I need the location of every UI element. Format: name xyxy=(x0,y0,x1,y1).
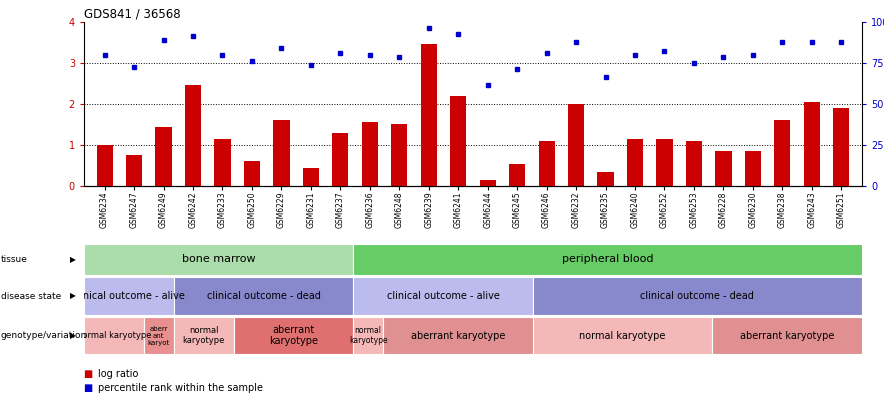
Bar xyxy=(715,151,732,186)
Bar xyxy=(215,139,231,186)
Text: clinical outcome - dead: clinical outcome - dead xyxy=(640,291,754,301)
Bar xyxy=(144,317,174,354)
Bar xyxy=(354,277,533,315)
Bar xyxy=(84,317,144,354)
Text: clinical outcome - alive: clinical outcome - alive xyxy=(72,291,186,301)
Bar xyxy=(450,96,467,186)
Text: aberrant karyotype: aberrant karyotype xyxy=(411,331,505,341)
Text: clinical outcome - alive: clinical outcome - alive xyxy=(386,291,499,301)
Bar xyxy=(834,108,850,186)
Text: normal karyotype: normal karyotype xyxy=(77,331,151,340)
Bar xyxy=(533,277,862,315)
Text: ▶: ▶ xyxy=(71,331,76,340)
Text: aberrant
karyotype: aberrant karyotype xyxy=(269,325,318,346)
Bar xyxy=(383,317,533,354)
Bar xyxy=(354,244,862,275)
Bar xyxy=(156,127,171,186)
Text: bone marrow: bone marrow xyxy=(182,254,255,265)
Text: genotype/variation: genotype/variation xyxy=(1,331,88,340)
Text: aberrant karyotype: aberrant karyotype xyxy=(740,331,834,341)
Bar xyxy=(533,317,713,354)
Bar xyxy=(332,133,348,186)
Text: disease state: disease state xyxy=(1,291,61,301)
Bar xyxy=(84,277,174,315)
Text: normal
karyotype: normal karyotype xyxy=(349,326,387,345)
Text: normal karyotype: normal karyotype xyxy=(579,331,666,341)
Text: aberr
ant
karyot: aberr ant karyot xyxy=(148,326,170,346)
Bar xyxy=(174,277,354,315)
Bar xyxy=(598,172,613,186)
Bar xyxy=(273,120,290,186)
Bar xyxy=(392,124,408,186)
Bar xyxy=(744,151,761,186)
Bar xyxy=(233,317,354,354)
Bar xyxy=(804,102,820,186)
Bar xyxy=(480,180,496,186)
Bar xyxy=(538,141,555,186)
Bar xyxy=(185,86,202,186)
Bar xyxy=(302,168,319,186)
Bar xyxy=(509,164,525,186)
Text: tissue: tissue xyxy=(1,255,27,264)
Bar xyxy=(84,244,354,275)
Bar xyxy=(126,155,142,186)
Text: ▶: ▶ xyxy=(71,255,76,264)
Text: log ratio: log ratio xyxy=(98,369,139,379)
Text: peripheral blood: peripheral blood xyxy=(562,254,653,265)
Bar xyxy=(421,44,437,186)
Bar xyxy=(686,141,702,186)
Bar xyxy=(354,317,383,354)
Text: ■: ■ xyxy=(84,369,96,379)
Text: percentile rank within the sample: percentile rank within the sample xyxy=(98,383,263,393)
Bar xyxy=(568,104,584,186)
Bar xyxy=(627,139,644,186)
Text: ▶: ▶ xyxy=(71,291,76,301)
Bar xyxy=(174,317,233,354)
Text: clinical outcome - dead: clinical outcome - dead xyxy=(207,291,320,301)
Bar xyxy=(713,317,862,354)
Text: GDS841 / 36568: GDS841 / 36568 xyxy=(84,8,180,21)
Bar xyxy=(774,120,790,186)
Bar xyxy=(362,122,378,186)
Bar xyxy=(244,162,260,186)
Text: normal
karyotype: normal karyotype xyxy=(182,326,225,345)
Text: ■: ■ xyxy=(84,383,96,393)
Bar xyxy=(656,139,673,186)
Bar xyxy=(96,145,113,186)
